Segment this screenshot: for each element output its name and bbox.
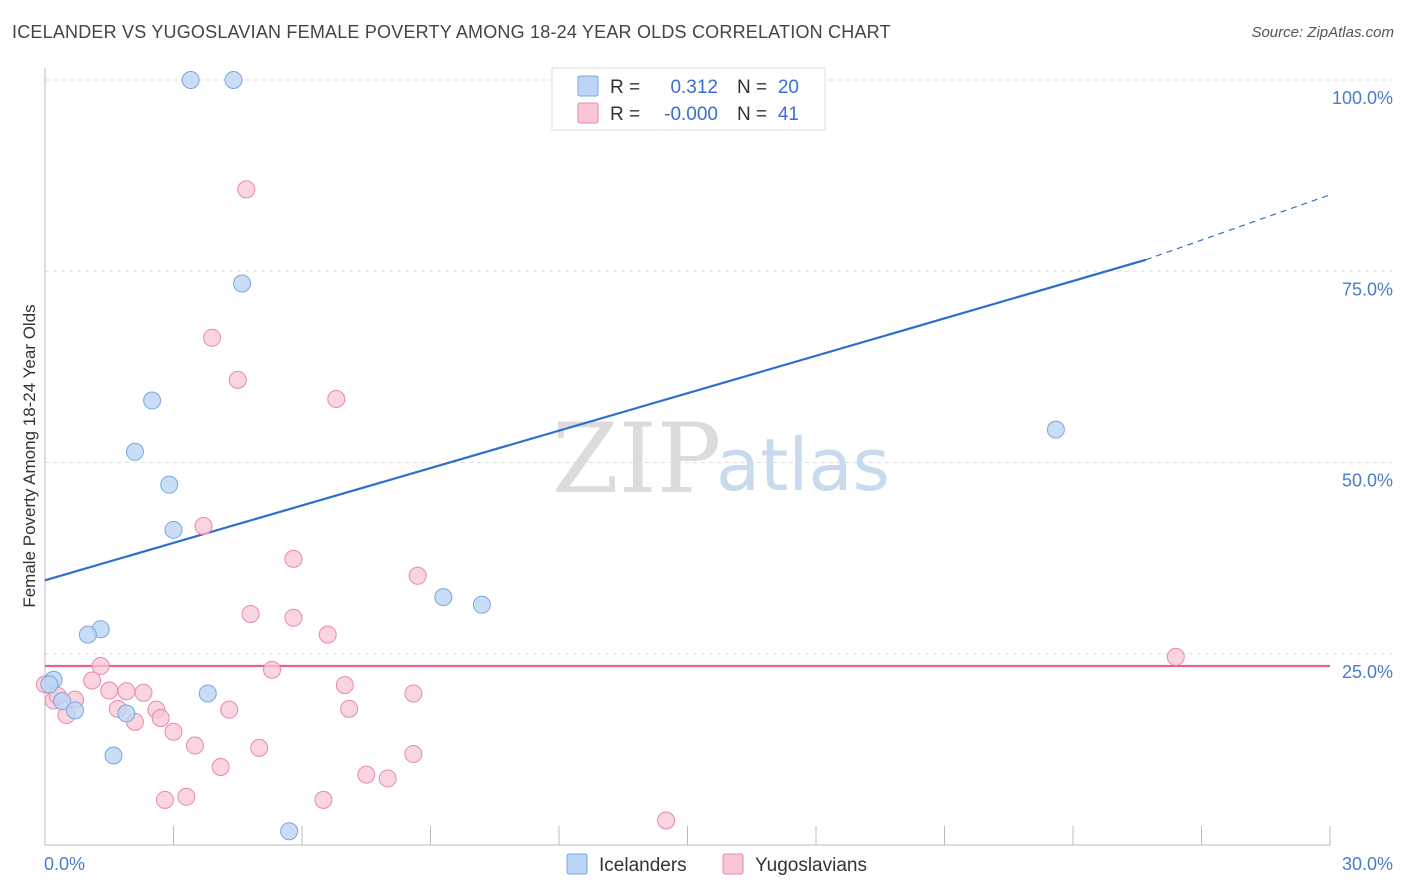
watermark-atlas: atlas	[716, 423, 890, 507]
icelanders-point-11	[1046, 420, 1065, 439]
yugoslavians-point-31	[404, 744, 423, 763]
yugoslavians-point-36	[155, 790, 174, 809]
series-legend-swatch-icelanders	[566, 853, 588, 875]
icelanders-point-12	[198, 684, 217, 703]
yugoslavians-point-29	[185, 736, 204, 755]
icelanders-point-3	[143, 391, 162, 410]
yugoslavians-point-33	[357, 765, 376, 784]
yugoslavians-point-2	[228, 370, 247, 389]
icelanders-point-0	[181, 71, 200, 89]
yugoslavians-point-24	[340, 699, 359, 718]
icelanders-point-8	[78, 625, 97, 644]
legend-swatch-yugoslavians	[577, 102, 599, 124]
legend-r-value-1: 0.312	[670, 77, 718, 98]
watermark-zip: ZIP	[552, 403, 721, 515]
yugoslavians-point-26	[151, 709, 170, 728]
icelanders-point-18	[280, 822, 299, 841]
yugoslavians-point-10	[91, 656, 110, 675]
yugoslavians-point-15	[100, 681, 119, 700]
legend-n-value-1: 20	[778, 77, 799, 98]
yugoslavians-point-34	[378, 769, 397, 788]
icelanders-point-1	[224, 71, 243, 89]
yugoslavians-point-16	[117, 682, 136, 701]
y-tick-label-3: 100.0%	[1332, 88, 1393, 108]
legend-n-value-2: 41	[778, 104, 799, 125]
trend-lines	[44, 194, 1331, 668]
icelanders-point-4	[125, 442, 144, 461]
yugoslavians-point-14	[335, 676, 354, 695]
icelanders-points	[40, 71, 1065, 841]
yugoslavians-point-3	[327, 390, 346, 409]
y-tick-label-2: 75.0%	[1342, 279, 1393, 299]
icelanders-point-16	[117, 704, 136, 723]
yugoslavians-point-18	[404, 684, 423, 703]
yugoslavians-point-13	[83, 671, 102, 690]
yugoslavians-point-12	[1166, 647, 1185, 666]
icelanders-point-5	[160, 475, 179, 494]
yugoslavians-point-7	[241, 604, 260, 623]
y-tick-label-0: 25.0%	[1342, 662, 1393, 682]
grid-lines	[45, 79, 1392, 655]
icelanders-point-6	[164, 520, 183, 539]
yugoslavians-point-6	[408, 566, 427, 585]
yugoslavians-point-11	[263, 660, 282, 679]
chart-title: ICELANDER VS YUGOSLAVIAN FEMALE POVERTY …	[12, 22, 891, 42]
yugoslavians-point-35	[177, 787, 196, 806]
icelanders-point-9	[434, 588, 453, 607]
legend-n-label-2: N =	[737, 104, 767, 125]
yugoslavians-point-30	[250, 738, 269, 757]
yugoslavians-point-32	[211, 757, 230, 776]
legend-r-value-2: -0.000	[664, 104, 718, 125]
yugoslavians-point-37	[314, 790, 333, 809]
icelanders-point-19	[40, 675, 59, 694]
yugoslavians-point-0	[237, 180, 256, 199]
series-legend: Icelanders Yugoslavians	[566, 853, 867, 876]
axes	[44, 68, 1331, 846]
x-tick-label-1: 30.0%	[1342, 854, 1393, 874]
yugoslavians-point-1	[203, 328, 222, 347]
x-tick-labels: 0.0% 30.0%	[44, 854, 1393, 874]
y-tick-label-1: 50.0%	[1342, 471, 1393, 491]
yugoslavians-point-8	[284, 608, 303, 627]
series-legend-swatch-yugoslavians	[722, 853, 744, 875]
yugoslavians-point-9	[318, 625, 337, 644]
yugoslavians-point-38	[657, 811, 676, 830]
icelanders-point-10	[472, 595, 491, 614]
series-legend-yugoslavians: Yugoslavians	[755, 855, 867, 876]
yugoslavians-point-23	[220, 700, 239, 719]
chart-source: Source: ZipAtlas.com	[1251, 24, 1394, 41]
icelanders-point-2	[233, 274, 252, 293]
x-tick-label-0: 0.0%	[44, 854, 85, 874]
legend-n-label-1: N =	[737, 77, 767, 98]
icelanders-point-15	[65, 701, 84, 720]
icelanders-trend-extension	[1145, 194, 1331, 261]
y-tick-labels: 25.0% 50.0% 75.0% 100.0%	[1332, 88, 1393, 682]
legend-r-label-2: R =	[610, 104, 640, 125]
yugoslavians-point-4	[194, 516, 213, 535]
yugoslavians-point-5	[284, 549, 303, 568]
legend-r-label-1: R =	[610, 77, 640, 98]
yugoslavians-point-17	[134, 683, 153, 702]
icelanders-point-14	[53, 692, 72, 711]
icelanders-point-17	[104, 746, 123, 765]
legend-swatch-icelanders	[577, 75, 599, 97]
series-legend-icelanders: Icelanders	[599, 855, 687, 876]
correlation-legend: R = 0.312 N = 20 R = -0.000 N = 41	[551, 67, 826, 131]
yugoslavians-point-28	[164, 722, 183, 741]
icelanders-trend-line	[44, 258, 1147, 582]
watermark: ZIP atlas	[552, 403, 890, 515]
y-axis-label: Female Poverty Among 18-24 Year Olds	[20, 304, 39, 607]
